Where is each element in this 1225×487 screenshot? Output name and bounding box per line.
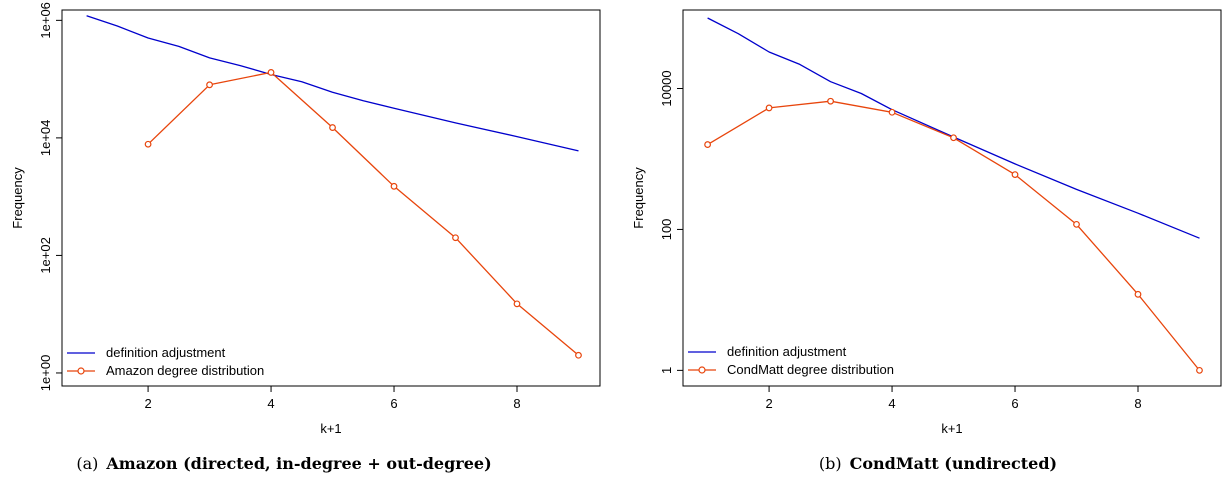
data-point: [452, 234, 459, 242]
data-point: [267, 69, 275, 76]
y-axis-title-b: Frequency: [631, 167, 646, 229]
panel-b: 2 4 6 8 1 100 10000 k+1 Frequency definition …: [631, 9, 1222, 473]
x-tick-label: 2: [765, 396, 772, 411]
y-tick-label: 1e+04: [38, 120, 53, 157]
x-axis-a: 2 4 6 8: [144, 386, 521, 411]
data-point: [827, 97, 834, 105]
x-axis-title-b: k+1: [941, 421, 962, 436]
y-tick-label: 1: [659, 367, 674, 374]
x-tick-label: 4: [267, 396, 274, 411]
data-point: [575, 351, 582, 359]
data-point: [513, 300, 521, 308]
caption-a: (a) Amazon (directed, in-degree + out-deg…: [76, 454, 491, 473]
legend-marker-degree-distribution-a: [77, 367, 85, 375]
legend-label-definition-adjustment-b: definition adjustment: [727, 344, 847, 359]
legend-a: definition adjustment Amazon degree dist…: [67, 345, 264, 378]
x-tick-label: 4: [888, 396, 895, 411]
y-axis-title-a: Frequency: [10, 167, 25, 229]
series-line-1: [707, 100, 1201, 371]
data-point: [765, 104, 773, 112]
x-tick-label: 2: [144, 396, 151, 411]
y-tick-label: 1e+02: [38, 237, 53, 274]
legend-label-degree-distribution-a: Amazon degree distribution: [106, 363, 264, 378]
legend-label-definition-adjustment-a: definition adjustment: [106, 345, 226, 360]
series-group-b: [704, 17, 1203, 374]
y-tick-label: 10000: [659, 70, 674, 106]
x-axis-title-a: k+1: [320, 421, 341, 436]
plot-frame-b: [682, 9, 1222, 387]
x-tick-label: 8: [1134, 396, 1141, 411]
series-line-0: [86, 15, 579, 152]
y-axis-a: 1e+00 1e+02 1e+04 1e+06: [38, 2, 62, 391]
y-tick-label: 100: [659, 219, 674, 241]
data-point: [329, 124, 336, 131]
x-tick-label: 6: [1011, 396, 1018, 411]
data-point: [888, 108, 896, 116]
caption-title-a: Amazon (directed, in-degree + out-degree…: [105, 454, 491, 473]
series-line-1: [147, 71, 579, 356]
x-axis-b: 2 4 6 8: [765, 386, 1142, 411]
caption-tag-b: (b): [819, 454, 842, 473]
legend-label-degree-distribution-b: CondMatt degree distribution: [727, 362, 894, 377]
data-point: [1073, 220, 1080, 228]
data-point: [950, 134, 957, 142]
data-point: [1011, 171, 1019, 178]
caption-title-b: CondMatt (undirected): [850, 454, 1057, 473]
caption-tag-a: (a): [76, 454, 98, 473]
data-point: [704, 141, 711, 148]
data-point: [1134, 290, 1142, 298]
data-point: [390, 182, 398, 190]
y-axis-b: 1 100 10000: [659, 70, 683, 374]
data-point: [144, 140, 152, 148]
x-tick-label: 6: [390, 396, 397, 411]
series-group-a: [86, 15, 582, 359]
series-line-0: [707, 17, 1200, 239]
y-tick-label: 1e+06: [38, 2, 53, 39]
x-tick-label: 8: [513, 396, 520, 411]
legend-b: definition adjustment CondMatt degree di…: [688, 344, 894, 377]
legend-marker-degree-distribution-b: [698, 366, 706, 374]
caption-b: (b) CondMatt (undirected): [819, 454, 1057, 473]
y-tick-label: 1e+00: [38, 355, 53, 392]
data-point: [206, 81, 213, 89]
plot-frame-a: [61, 9, 601, 387]
data-point: [1196, 366, 1203, 374]
